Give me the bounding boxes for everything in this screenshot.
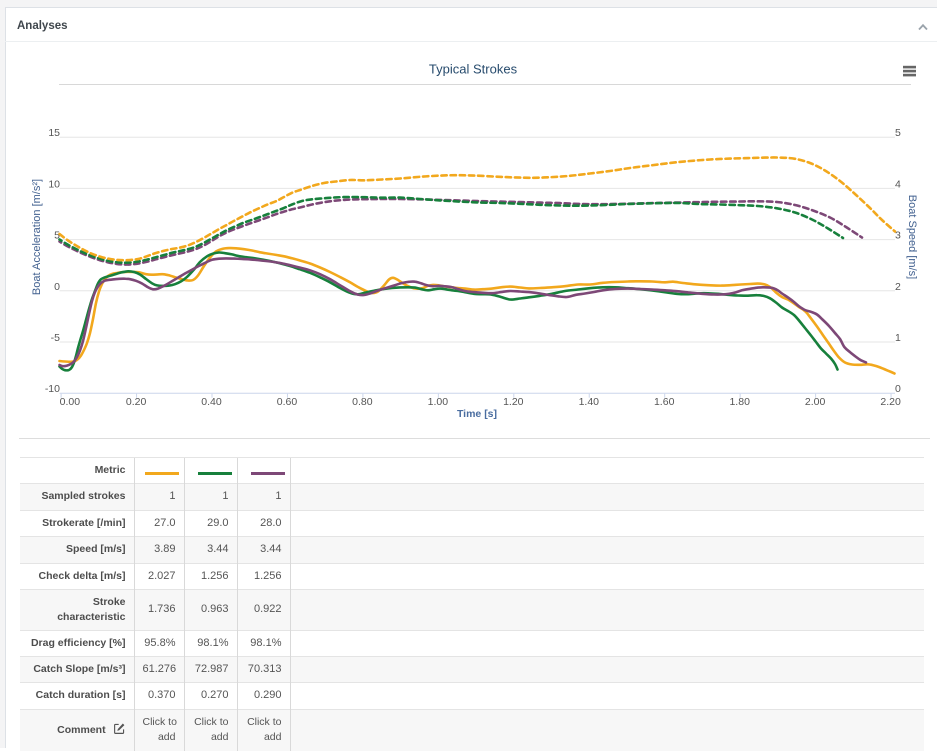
- svg-text:1.40: 1.40: [579, 396, 600, 408]
- svg-text:0.80: 0.80: [352, 396, 373, 408]
- svg-text:1.20: 1.20: [503, 396, 524, 408]
- svg-text:5: 5: [895, 127, 901, 139]
- svg-text:5: 5: [54, 230, 60, 242]
- svg-text:4: 4: [895, 178, 901, 190]
- svg-text:Boat Speed [m/s]: Boat Speed [m/s]: [906, 195, 918, 279]
- svg-text:15: 15: [48, 127, 60, 139]
- svg-text:0: 0: [895, 383, 901, 395]
- svg-text:Boat Acceleration [m/s²]: Boat Acceleration [m/s²]: [31, 179, 43, 295]
- svg-text:2: 2: [895, 281, 901, 293]
- svg-text:2.20: 2.20: [880, 396, 901, 408]
- svg-text:1: 1: [895, 332, 901, 344]
- svg-text:Time [s]: Time [s]: [457, 408, 497, 420]
- svg-text:1.80: 1.80: [729, 396, 750, 408]
- svg-text:1.00: 1.00: [428, 396, 449, 408]
- svg-text:Typical Strokes: Typical Strokes: [429, 62, 518, 77]
- svg-text:0.40: 0.40: [201, 396, 222, 408]
- svg-text:10: 10: [48, 178, 60, 190]
- svg-text:2.00: 2.00: [805, 396, 826, 408]
- svg-text:3: 3: [895, 230, 901, 242]
- svg-text:-5: -5: [51, 332, 60, 344]
- svg-text:1.60: 1.60: [654, 396, 675, 408]
- svg-text:-10: -10: [45, 383, 60, 395]
- svg-text:0.00: 0.00: [60, 396, 81, 408]
- svg-text:0.60: 0.60: [277, 396, 298, 408]
- svg-text:0.20: 0.20: [126, 396, 147, 408]
- svg-text:0: 0: [54, 281, 60, 293]
